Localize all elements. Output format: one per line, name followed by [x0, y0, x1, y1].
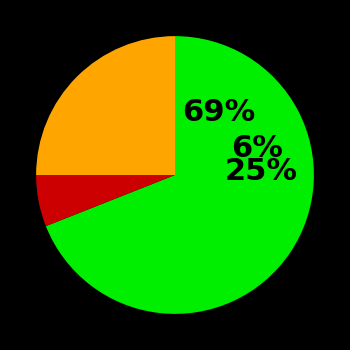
Wedge shape: [36, 36, 175, 175]
Wedge shape: [46, 36, 314, 314]
Text: 69%: 69%: [182, 98, 255, 127]
Wedge shape: [36, 175, 175, 226]
Text: 25%: 25%: [225, 157, 298, 186]
Text: 6%: 6%: [231, 134, 283, 163]
